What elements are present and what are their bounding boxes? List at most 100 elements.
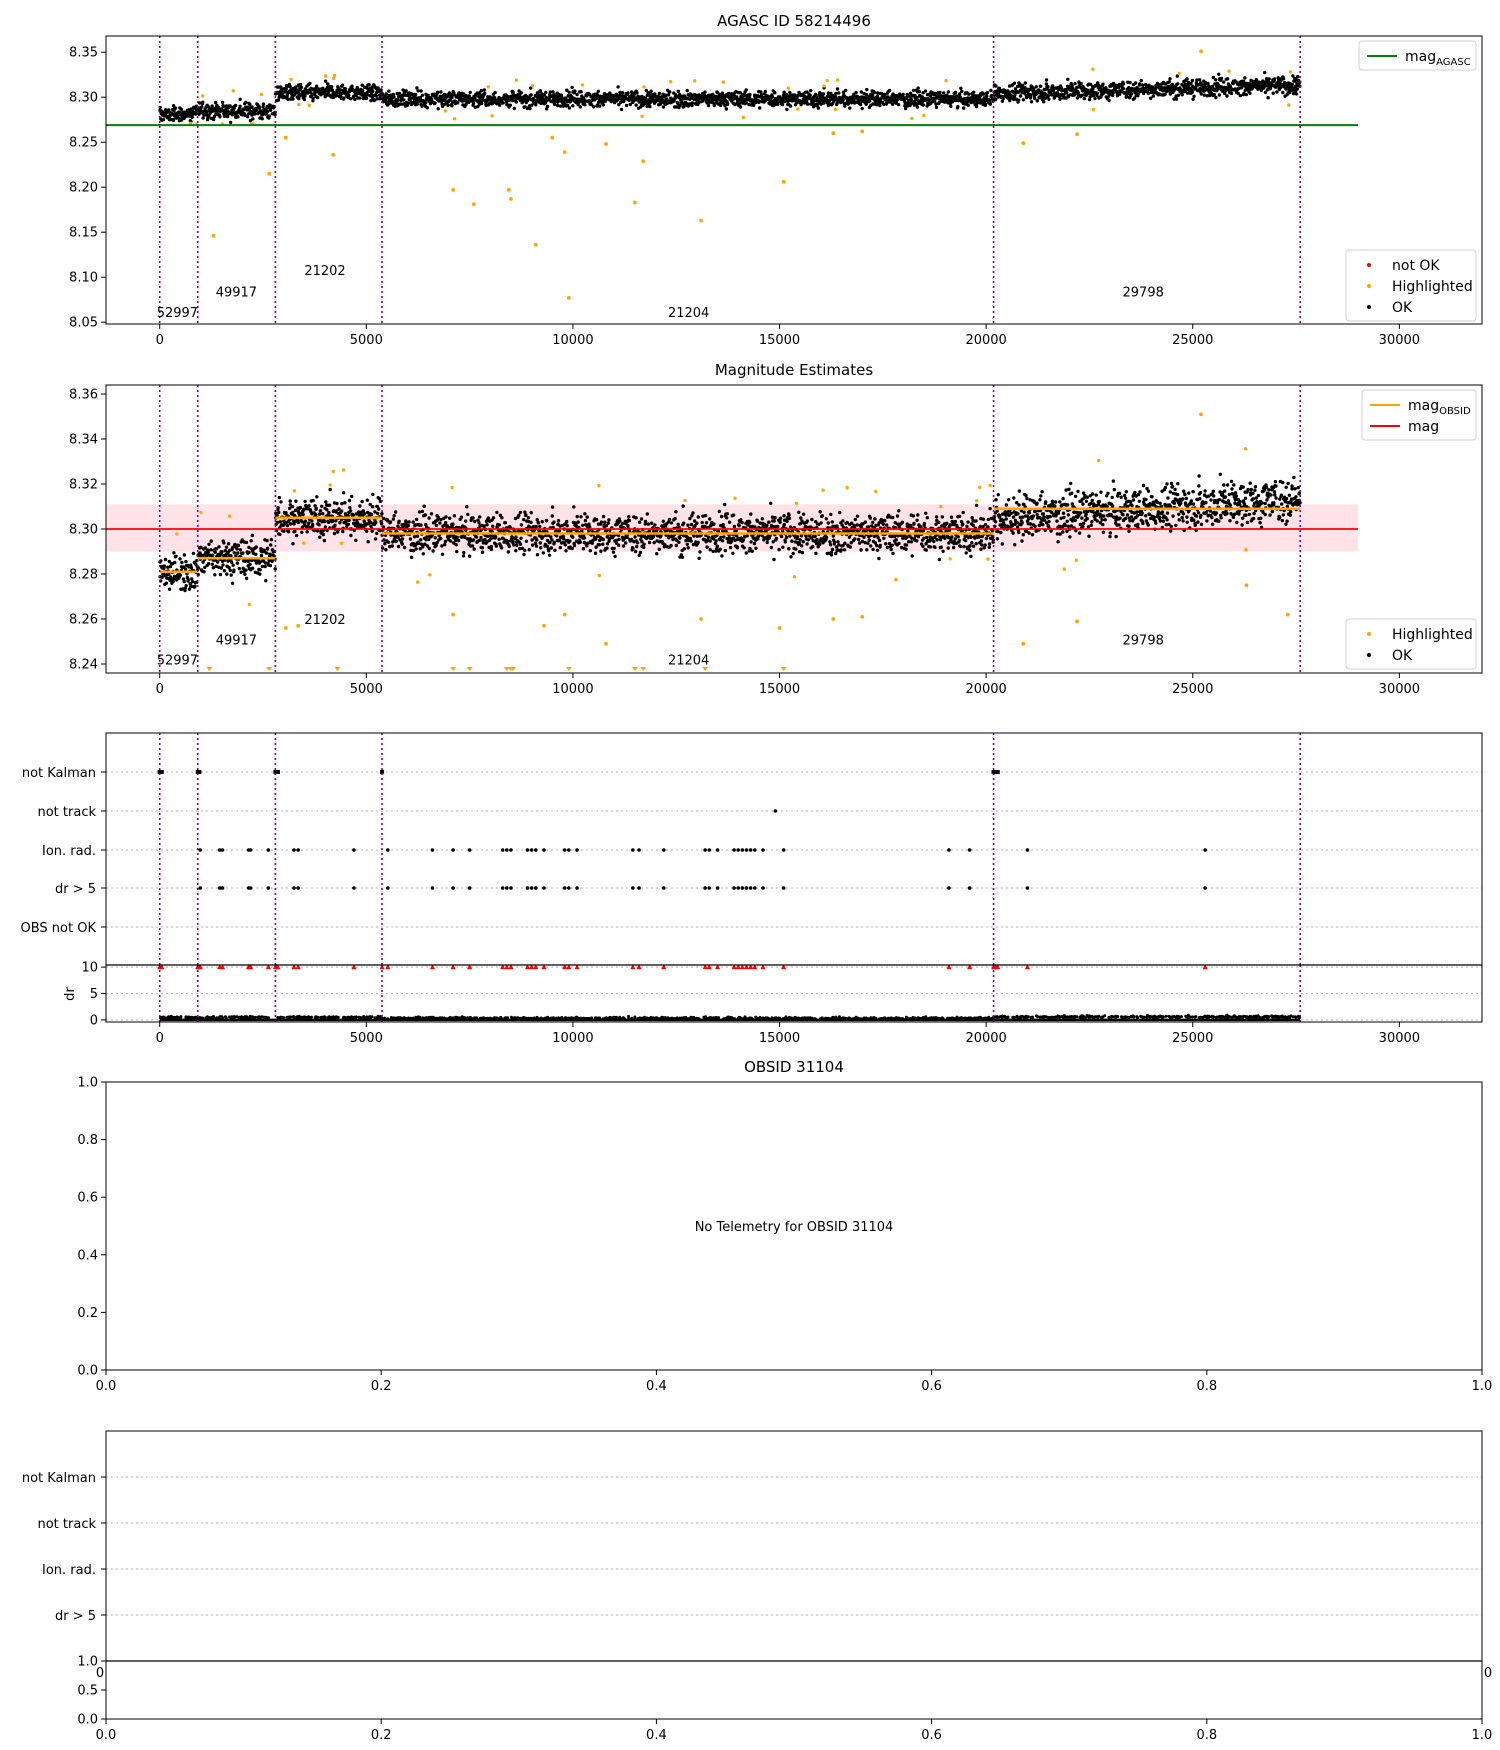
plot-area: 52997 49917 21202 21204 29798 (106, 385, 1359, 673)
x-tick-label: 25000 (1172, 333, 1213, 348)
not-kalman-point (197, 770, 202, 774)
flag-row-label: not track (37, 805, 96, 820)
flag-row-label: dr > 5 (55, 1609, 96, 1624)
x-tick-label: 0.2 (371, 1728, 392, 1743)
y-tick-label: 8.28 (69, 568, 98, 583)
x-tick-label: 0.4 (646, 1379, 667, 1394)
highlighted-outlier-point (1021, 641, 1026, 646)
dr-clipped-marker (574, 964, 580, 970)
dr-clipped-marker (995, 964, 1001, 970)
x-tick-label: 20000 (965, 682, 1006, 697)
dr-clipped-marker (508, 964, 514, 970)
legend-label: magAGASC (1405, 49, 1471, 68)
x-tick-label: 15000 (759, 682, 800, 697)
plot-area: 52997 49917 21202 21204 29798 (106, 36, 1359, 324)
x-tick-label: 30000 (1379, 333, 1420, 348)
dr-clipped-marker (748, 964, 754, 970)
obsid-panel: OBSID 31104 No Telemetry for OBSID 31104 0… (77, 1058, 1492, 1394)
y-tick-label: 8.26 (69, 613, 98, 628)
dr-clipped-marker (533, 964, 539, 970)
dr-gt-5-point (662, 886, 666, 890)
ion-rad-point (732, 848, 736, 852)
dr-gt-5-point (744, 886, 749, 890)
dr-gt-5-point (266, 886, 271, 890)
highlighted-outlier-point (641, 159, 646, 164)
ion-rad-point (451, 848, 455, 852)
legend-dot-swatch (1367, 305, 1371, 309)
ion-rad-point (296, 848, 300, 852)
x-tick-label: 0.2 (371, 1379, 392, 1394)
magnitude-estimates-panel: Magnitude Estimates 52997 49917 21202 21204 2… (69, 361, 1483, 697)
dr-clipped-marker (661, 964, 667, 970)
ion-rad-point (740, 848, 745, 852)
ion-rad-point (566, 848, 571, 852)
y-tick-label: 0.4 (77, 1248, 98, 1263)
x-tick-label: 0.4 (646, 1728, 667, 1743)
not-kalman-point (991, 770, 996, 774)
dr-gt-5-point (525, 886, 530, 890)
x-tick-label: 0 (156, 333, 164, 348)
dr-gt-5-point (736, 886, 741, 890)
dr-clipped-marker (429, 964, 435, 970)
x-tick-label: 15000 (759, 333, 800, 348)
highlighted-outlier-point (604, 641, 608, 646)
x-tick-label: 1.0 (1472, 1728, 1493, 1743)
highlighted-outlier-point (699, 617, 703, 621)
highlighted-outlier-point (1285, 612, 1290, 617)
x-tick-label: 20000 (965, 1031, 1006, 1046)
dr-gt-5-point (529, 886, 534, 890)
x-tick-label: 5000 (350, 682, 383, 697)
dr-clipped-marker (196, 964, 202, 970)
dr-y-tick-label: 10 (81, 961, 98, 976)
overlapping-tick-label: 0 (1484, 1666, 1492, 1681)
not-kalman-point (159, 770, 164, 774)
ion-rad-point (529, 848, 534, 852)
legend-box (1358, 40, 1477, 71)
legend-label-main: mag (1408, 398, 1439, 414)
dr-clipped-marker (159, 964, 165, 970)
highlighted-outlier-point (860, 129, 865, 134)
legend-dot-swatch (1367, 284, 1371, 288)
dr-clipped-marker (566, 964, 572, 970)
x-tick-label: 10000 (552, 682, 593, 697)
legend-label-main: mag (1408, 419, 1439, 435)
x-tick-label: 0.8 (1196, 1379, 1217, 1394)
x-tick-label: 0.6 (921, 1379, 942, 1394)
not-track-point (773, 809, 778, 813)
below-range-marker (450, 667, 457, 671)
highlighted-outlier-point (283, 626, 288, 630)
below-range-marker (334, 667, 341, 671)
highlighted-points-29798 (1091, 67, 1293, 112)
legend-label-main: Highlighted (1392, 627, 1473, 643)
ion-rad-point (292, 848, 296, 852)
below-range-marker (206, 667, 213, 671)
highlighted-outlier-point (1199, 49, 1203, 54)
dr-clipped-marker (524, 964, 530, 970)
ion-rad-point (505, 848, 509, 852)
ion-rad-point (662, 848, 666, 852)
ion-rad-point (500, 848, 505, 852)
highlighted-points-21202 (292, 468, 346, 545)
highlighted-outlier-point (562, 150, 567, 155)
dr-y-tick-label: 5 (90, 987, 98, 1002)
highlighted-outlier-point (509, 197, 513, 201)
ok-points-52997 (158, 104, 200, 124)
flag-row-label: OBS not OK (21, 921, 97, 936)
obsid-segment-label: 29798 (1123, 633, 1164, 648)
highlighted-outlier-point (506, 188, 511, 192)
highlighted-outlier-point (633, 200, 637, 205)
x-tick-label: 10000 (552, 333, 593, 348)
highlighted-outlier-point (267, 171, 272, 176)
x-tick-label: 0.0 (96, 1379, 117, 1394)
dr-gt-5-point (430, 886, 435, 890)
x-tick-label: 30000 (1379, 682, 1420, 697)
ion-rad-point (575, 848, 579, 852)
ion-rad-point (707, 848, 712, 852)
x-tick-label: 0.6 (921, 1728, 942, 1743)
ion-rad-point (562, 848, 567, 852)
dr-gt-5-point (562, 886, 567, 890)
legend-label-main: not OK (1392, 258, 1440, 274)
ion-rad-point (947, 848, 951, 852)
dr-clipped-marker (781, 964, 787, 970)
